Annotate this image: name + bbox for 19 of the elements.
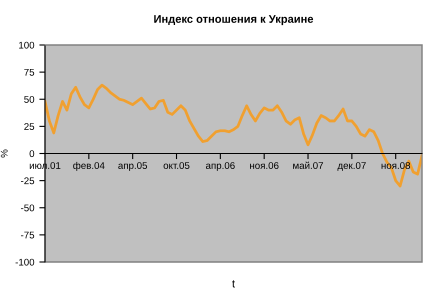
y-tick-label: 0 xyxy=(30,150,34,158)
chart-title: Индекс отношения к Украине xyxy=(154,15,314,26)
y-tick-label: 50 xyxy=(24,96,34,103)
x-tick-label: дек.07 xyxy=(338,162,366,171)
y-tick-label: 25 xyxy=(24,123,34,130)
y-tick-label: -75 xyxy=(20,232,34,238)
y-axis-title: % xyxy=(0,150,8,158)
x-axis-title: t xyxy=(232,280,235,288)
x-tick-label: фев.04 xyxy=(73,162,105,171)
y-tick-label: -25 xyxy=(20,177,34,184)
x-tick-label: май.07 xyxy=(293,162,324,169)
y-tick-label: -100 xyxy=(16,258,34,266)
x-tick-label: окт.05 xyxy=(164,162,190,169)
x-tick-label: ноя.06 xyxy=(250,162,279,169)
y-tick-label: 75 xyxy=(24,68,34,76)
y-tick-label: -50 xyxy=(20,204,34,212)
x-tick-label: апр.06 xyxy=(206,162,235,171)
x-tick-label: апр.05 xyxy=(118,162,148,171)
y-tick-label: 100 xyxy=(19,42,34,49)
